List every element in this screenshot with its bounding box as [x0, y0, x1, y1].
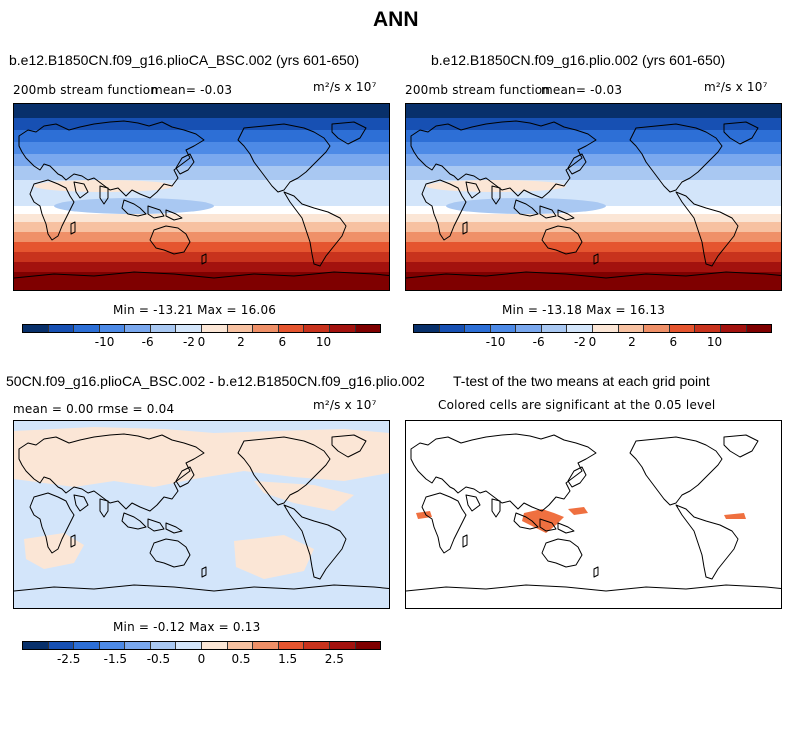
- panel-1-tick: 10: [315, 335, 332, 349]
- panel-1-tick: -10: [94, 335, 115, 349]
- panel-2-tick: 6: [669, 335, 678, 349]
- panel-3-tick: -2.5: [56, 652, 81, 666]
- panel-3-tick: 0: [197, 652, 206, 666]
- panel-4-map: [405, 420, 782, 609]
- panel-1-title: b.e12.B1850CN.f09_g16.plioCA_BSC.002 (yr…: [9, 52, 360, 68]
- panel-2-tick: -6: [532, 335, 545, 349]
- panel-1-tick: 2: [237, 335, 245, 349]
- panel-3-tick: -0.5: [146, 652, 171, 666]
- panel-1-units-label: m²/s x 10⁷: [313, 80, 377, 94]
- panel-2-units-label: m²/s x 10⁷: [704, 80, 768, 94]
- panel-1-tick: -6: [141, 335, 154, 349]
- panel-2-tick: -10: [485, 335, 506, 349]
- panel-2-variable-label: 200mb stream function: [405, 83, 551, 97]
- panel-1-tick: -2: [182, 335, 195, 349]
- panel-3-minmax: Min = -0.12 Max = 0.13: [113, 620, 261, 634]
- panel-2-tick: 10: [706, 335, 723, 349]
- panel-2-map: [405, 103, 782, 291]
- panel-2-title: b.e12.B1850CN.f09_g16.plio.002 (yrs 601-…: [431, 52, 726, 68]
- page-title: ANN: [373, 8, 419, 31]
- panel-2-colorbar: [413, 324, 772, 333]
- panel-3-map: [13, 420, 390, 609]
- panel-2-tick: 0: [588, 335, 597, 349]
- panel-3-units-label: m²/s x 10⁷: [313, 398, 377, 412]
- panel-1-map: [13, 103, 390, 291]
- panel-4-subtitle: Colored cells are significant at the 0.0…: [438, 398, 716, 412]
- panel-1-tick: 6: [278, 335, 287, 349]
- panel-3-title: 50CN.f09_g16.plioCA_BSC.002 - b.e12.B185…: [6, 373, 425, 389]
- panel-3-tick: 0.5: [231, 652, 251, 666]
- panel-2-minmax: Min = -13.18 Max = 16.13: [502, 303, 666, 317]
- panel-3-tick: 1.5: [278, 652, 298, 666]
- panel-2-mean-label: mean= -0.03: [541, 83, 623, 97]
- panel-2-tick: -2: [573, 335, 586, 349]
- panel-3-stats-label: mean = 0.00 rmse = 0.04: [13, 402, 175, 416]
- panel-1-colorbar: [22, 324, 381, 333]
- panel-3-tick: 2.5: [324, 652, 344, 666]
- panel-3-tick: -1.5: [103, 652, 128, 666]
- panel-3-colorbar: [22, 641, 381, 650]
- panel-1-mean-label: mean= -0.03: [151, 83, 233, 97]
- panel-2-tick: 2: [628, 335, 636, 349]
- panel-1-minmax: Min = -13.21 Max = 16.06: [113, 303, 277, 317]
- panel-1-variable-label: 200mb stream function: [13, 83, 159, 97]
- panel-4-title: T-test of the two means at each grid poi…: [453, 373, 710, 389]
- panel-1-tick: 0: [197, 335, 206, 349]
